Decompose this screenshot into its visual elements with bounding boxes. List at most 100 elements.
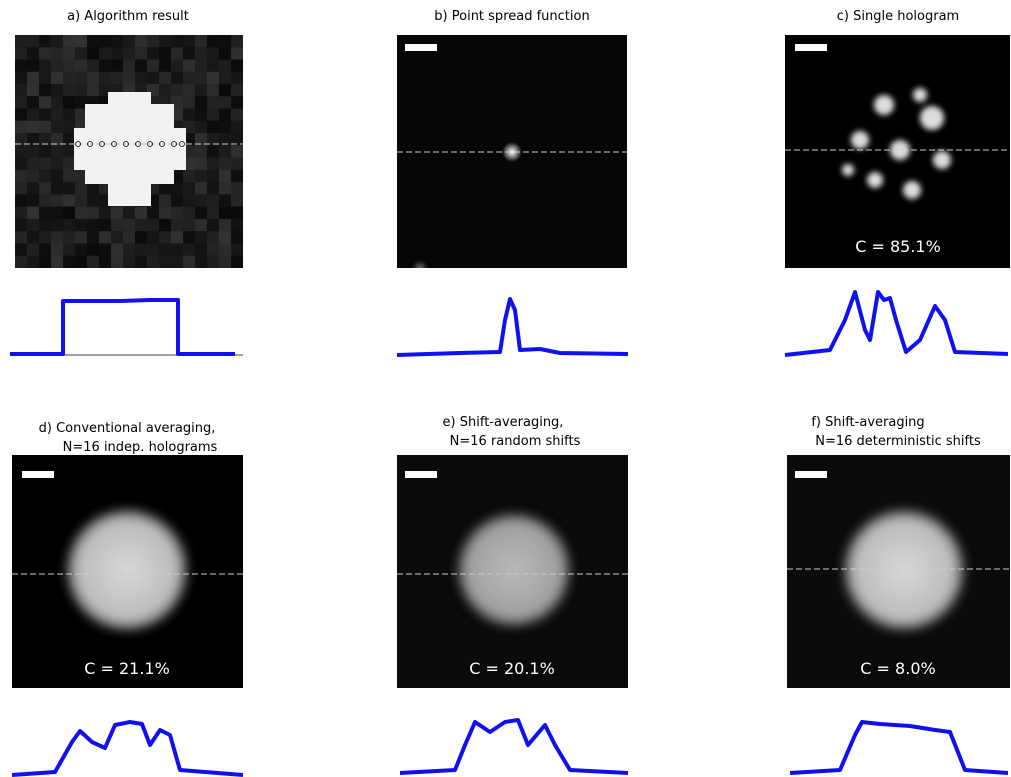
noise-pixel (15, 170, 27, 182)
noise-pixel (51, 60, 63, 72)
noise-pixel (183, 84, 195, 96)
noise-pixel (63, 96, 75, 108)
noise-pixel (75, 256, 87, 268)
noise-pixel (135, 60, 147, 72)
noise-pixel (27, 84, 39, 96)
panel-title: N=16 random shifts (450, 434, 581, 449)
noise-pixel (75, 243, 87, 255)
noise-pixel (219, 96, 231, 108)
noise-pixel (51, 145, 63, 157)
noise-pixel (147, 60, 159, 72)
noise-pixel (159, 256, 171, 268)
noise-pixel (87, 219, 99, 231)
noise-pixel (75, 231, 87, 243)
noise-pixel (171, 256, 183, 268)
noise-pixel (15, 96, 27, 108)
noise-pixel (75, 47, 87, 59)
noise-pixel (99, 207, 111, 219)
noise-pixel (231, 47, 243, 59)
noise-pixel (183, 60, 195, 72)
noise-pixel (27, 219, 39, 231)
noise-pixel (183, 72, 195, 84)
noise-pixel (159, 60, 171, 72)
noise-pixel (171, 47, 183, 59)
noise-pixel (231, 84, 243, 96)
noise-pixel (111, 47, 123, 59)
noise-pixel (195, 243, 207, 255)
image-b (397, 35, 627, 276)
noise-pixel (135, 243, 147, 255)
noise-pixel (207, 158, 219, 170)
noise-pixel (219, 60, 231, 72)
noise-pixel (135, 219, 147, 231)
noise-pixel (219, 84, 231, 96)
noise-pixel (231, 158, 243, 170)
noise-pixel (207, 207, 219, 219)
panel-title: a) Algorithm result (67, 9, 189, 24)
noise-pixel (195, 35, 207, 47)
noise-pixel (15, 243, 27, 255)
panel-subtitle: N=16 indep. holograms (63, 440, 218, 455)
contrast-label: C = 85.1% (855, 237, 941, 256)
noise-pixel (195, 170, 207, 182)
contrast-label: C = 20.1% (469, 659, 555, 678)
noise-pixel (123, 231, 135, 243)
noise-pixel (111, 219, 123, 231)
noise-pixel (51, 243, 63, 255)
noise-pixel (159, 219, 171, 231)
noise-pixel (39, 96, 51, 108)
noise-pixel (195, 207, 207, 219)
noise-pixel (171, 84, 183, 96)
noise-pixel (231, 243, 243, 255)
noise-pixel (39, 231, 51, 243)
noise-pixel (15, 194, 27, 206)
noise-pixel (147, 207, 159, 219)
noise-pixel (39, 194, 51, 206)
noise-pixel (123, 35, 135, 47)
noise-pixel (183, 96, 195, 108)
noise-pixel (111, 256, 123, 268)
noise-pixel (63, 256, 75, 268)
noise-pixel (63, 243, 75, 255)
noise-pixel (75, 194, 87, 206)
noise-pixel (195, 194, 207, 206)
noise-pixel (39, 60, 51, 72)
noise-pixel (99, 35, 111, 47)
noise-pixel (15, 207, 27, 219)
noise-pixel (27, 109, 39, 121)
noise-pixel (195, 96, 207, 108)
noise-pixel (87, 231, 99, 243)
noise-pixel (63, 170, 75, 182)
noise-pixel (207, 182, 219, 194)
noise-pixel (39, 109, 51, 121)
noise-pixel (39, 182, 51, 194)
noise-pixel (123, 256, 135, 268)
noise-pixel (39, 219, 51, 231)
noise-pixel (231, 96, 243, 108)
noise-pixel (51, 47, 63, 59)
noise-pixel (51, 207, 63, 219)
noise-pixel (231, 182, 243, 194)
image-d: C = 21.1% (12, 455, 243, 688)
noise-pixel (63, 47, 75, 59)
noise-pixel (51, 84, 63, 96)
noise-pixel (183, 109, 195, 121)
noise-pixel (195, 47, 207, 59)
noise-pixel (159, 84, 171, 96)
noise-pixel (111, 35, 123, 47)
noise-pixel (39, 121, 51, 133)
noise-pixel (183, 194, 195, 206)
noise-pixel (195, 182, 207, 194)
panel-title: d) Conventional averaging, (39, 421, 216, 436)
noise-pixel (123, 60, 135, 72)
noise-pixel (195, 60, 207, 72)
noise-pixel (183, 35, 195, 47)
noise-pixel (159, 47, 171, 59)
noise-pixel (207, 145, 219, 157)
noise-pixel (51, 256, 63, 268)
noise-pixel (123, 219, 135, 231)
noise-pixel (63, 194, 75, 206)
noise-pixel (51, 96, 63, 108)
noise-pixel (231, 72, 243, 84)
noise-pixel (15, 219, 27, 231)
